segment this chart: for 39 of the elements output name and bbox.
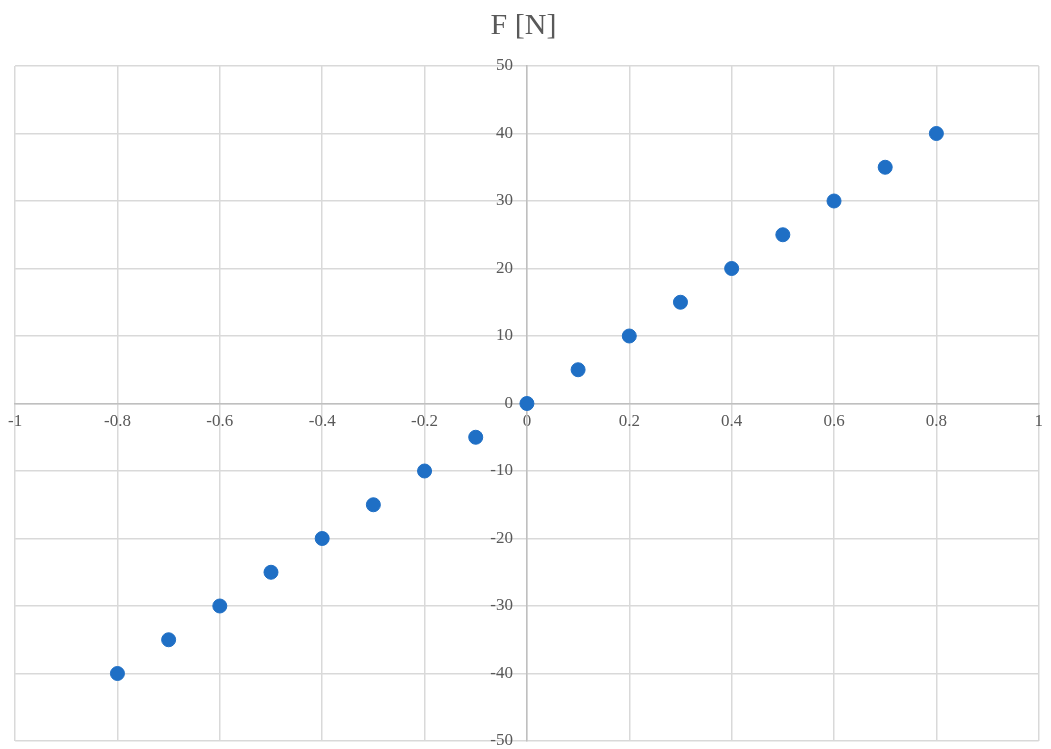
point	[468, 429, 484, 445]
x-tick-label: -0.4	[308, 411, 337, 431]
point	[775, 227, 791, 243]
point	[212, 598, 228, 614]
x-tick-label: -0.6	[206, 411, 234, 431]
y-tick-label: 40	[495, 122, 513, 142]
point	[519, 396, 535, 411]
point	[417, 463, 433, 479]
x-tick-label: 0.4	[721, 411, 743, 431]
y-tick-label: 30	[495, 190, 513, 210]
point	[877, 159, 893, 175]
point	[724, 261, 740, 276]
x-tick-label: 1	[1034, 411, 1043, 431]
x-tick-label: 0.2	[618, 411, 640, 431]
y-tick-label: -40	[490, 662, 513, 682]
point	[263, 564, 279, 580]
point	[621, 328, 637, 344]
y-tick-label: -10	[490, 460, 513, 480]
point	[109, 666, 125, 681]
y-tick-label: 0	[504, 392, 513, 412]
x-tick-label: -0.8	[103, 411, 131, 431]
y-tick-label: -20	[490, 527, 513, 547]
x-tick-label: -0.2	[411, 411, 439, 431]
point	[672, 294, 688, 310]
point	[161, 632, 177, 648]
y-tick-label: 50	[495, 55, 513, 75]
y-tick-label: 20	[495, 257, 513, 277]
y-tick-label: -30	[490, 595, 513, 615]
y-tick-label: 10	[495, 325, 513, 345]
chart-title: F [N]	[490, 6, 557, 40]
point	[314, 531, 330, 546]
point	[928, 126, 944, 141]
x-tick-label: -1	[7, 411, 23, 431]
y-tick-label: -50	[490, 730, 513, 749]
point	[570, 362, 586, 378]
point	[365, 497, 381, 513]
x-tick-label: 0.8	[925, 411, 948, 431]
point	[826, 193, 842, 209]
x-tick-label: 0.6	[823, 411, 845, 431]
